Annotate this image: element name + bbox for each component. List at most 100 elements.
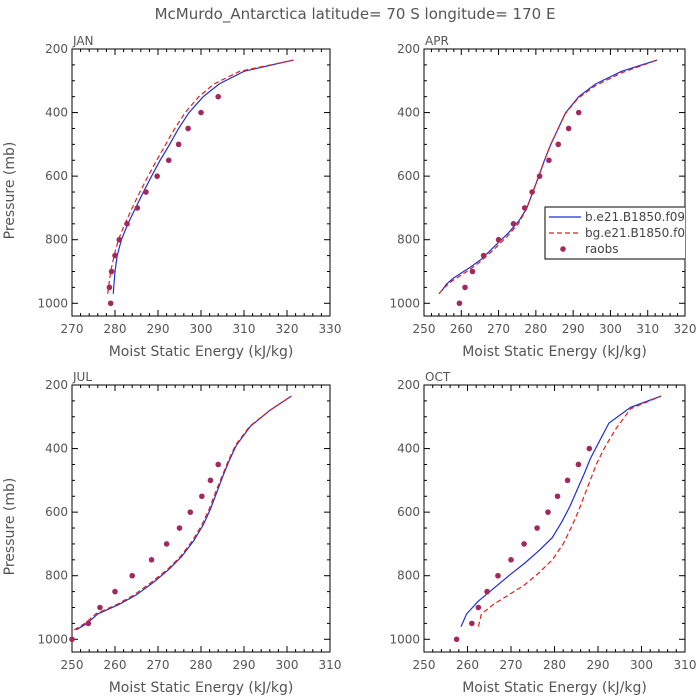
raobs-point: [134, 205, 141, 211]
y-tick-label: 600: [45, 505, 68, 519]
raobs-point: [453, 636, 460, 643]
raobs-point: [469, 268, 476, 275]
series-line-bg: [73, 395, 292, 631]
raobs-point: [536, 173, 543, 179]
y-axis-title: Pressure (mb): [2, 142, 18, 240]
raobs-point: [124, 221, 130, 227]
y-tick-label: 400: [397, 442, 420, 456]
raobs-point: [112, 588, 118, 595]
x-tick-label: 260: [450, 322, 473, 336]
raobs-point: [116, 236, 123, 243]
series-line-b: [460, 395, 662, 627]
panel-label: JUL: [72, 370, 92, 384]
legend-marker-raobs: [560, 246, 566, 252]
raobs-point: [456, 300, 463, 307]
x-tick-label: 280: [524, 322, 547, 336]
raobs-point: [534, 525, 540, 531]
x-tick-label: 280: [190, 658, 213, 672]
raobs-point: [495, 236, 502, 243]
series-line-b: [112, 59, 294, 294]
x-tick-label: 280: [543, 658, 566, 672]
plot-frame: [71, 384, 331, 653]
x-tick-label: 270: [61, 322, 84, 336]
y-tick-label: 800: [397, 233, 420, 247]
plot-frame: [71, 48, 331, 317]
raobs-point: [215, 461, 221, 468]
raobs-point: [480, 252, 487, 259]
series-line-bg: [107, 59, 294, 294]
raobs-point: [106, 284, 113, 291]
x-tick-label: 250: [413, 658, 436, 672]
x-tick-label: 290: [233, 658, 256, 672]
x-tick-label: 310: [636, 322, 659, 336]
legend-label: bg.e21.B1850.f0: [585, 226, 685, 240]
raobs-point: [112, 252, 118, 259]
raobs-point: [545, 509, 551, 515]
raobs-point: [175, 141, 182, 148]
x-tick-label: 270: [147, 658, 170, 672]
raobs-point: [176, 525, 183, 531]
raobs-point: [546, 157, 552, 164]
y-tick-label: 400: [45, 106, 68, 120]
y-tick-label: 400: [45, 442, 68, 456]
y-tick-label: 200: [397, 42, 420, 56]
panel-jul: JUL 250 260 270 280 290 300 310 200 400 600 800 1000…: [2, 370, 341, 696]
x-tick-label: 320: [276, 322, 299, 336]
y-tick-label: 400: [397, 106, 420, 120]
raobs-point: [510, 221, 517, 227]
x-tick-label: 310: [674, 658, 697, 672]
raobs-point: [199, 493, 205, 500]
x-tick-label: 250: [61, 658, 84, 672]
raobs-point: [69, 636, 75, 643]
x-axis-title: Moist Static Energy (kJ/kg): [462, 680, 647, 696]
raobs-point: [555, 141, 562, 148]
legend-label: b.e21.B1850.f09: [585, 210, 685, 224]
panel-label: APR: [425, 34, 449, 48]
x-tick-label: 270: [500, 658, 523, 672]
y-tick-label: 1000: [37, 632, 68, 646]
x-axis-title: Moist Static Energy (kJ/kg): [462, 344, 647, 360]
raobs-point: [108, 268, 115, 275]
raobs-point: [97, 604, 103, 611]
raobs-point: [207, 477, 214, 484]
raobs-point: [85, 620, 92, 627]
raobs-point: [521, 205, 528, 211]
x-tick-label: 280: [104, 322, 127, 336]
x-axis-title: Moist Static Energy (kJ/kg): [109, 344, 294, 360]
raobs-point: [129, 572, 135, 579]
raobs-point: [484, 588, 490, 595]
series-line-b: [75, 395, 292, 631]
raobs-point: [187, 509, 194, 515]
y-axis-title: Pressure (mb): [2, 478, 18, 576]
y-tick-label: 600: [397, 169, 420, 183]
y-tick-label: 200: [45, 378, 68, 392]
raobs-point: [185, 125, 191, 132]
x-tick-label: 300: [630, 658, 653, 672]
y-tick-label: 800: [45, 569, 68, 583]
y-tick-label: 800: [45, 233, 68, 247]
raobs-point: [554, 493, 561, 500]
raobs-point: [586, 445, 593, 452]
x-tick-label: 260: [456, 658, 479, 672]
x-tick-label: 330: [319, 322, 342, 336]
panel-jan: JAN 270 280 290 300 310 320 330 200 400 600 800 1000…: [2, 34, 341, 360]
x-tick-label: 290: [147, 322, 170, 336]
raobs-point: [575, 461, 582, 468]
raobs-point: [198, 109, 204, 116]
x-tick-label: 320: [674, 322, 697, 336]
x-tick-label: 270: [487, 322, 510, 336]
legend: b.e21.B1850.f09 bg.e21.B1850.f0 raobs: [544, 206, 685, 260]
raobs-point: [154, 173, 160, 179]
y-tick-label: 200: [397, 378, 420, 392]
chart-title: McMurdo_Antarctica latitude= 70 S longit…: [155, 5, 556, 24]
y-tick-label: 800: [397, 569, 420, 583]
raobs-point: [462, 284, 468, 291]
x-tick-label: 290: [587, 658, 610, 672]
raobs-point: [163, 541, 170, 547]
plot-frame: [423, 384, 686, 653]
raobs-point: [495, 572, 501, 579]
raobs-point: [529, 189, 535, 195]
raobs-point: [564, 477, 571, 484]
plot-frame: [423, 48, 686, 317]
